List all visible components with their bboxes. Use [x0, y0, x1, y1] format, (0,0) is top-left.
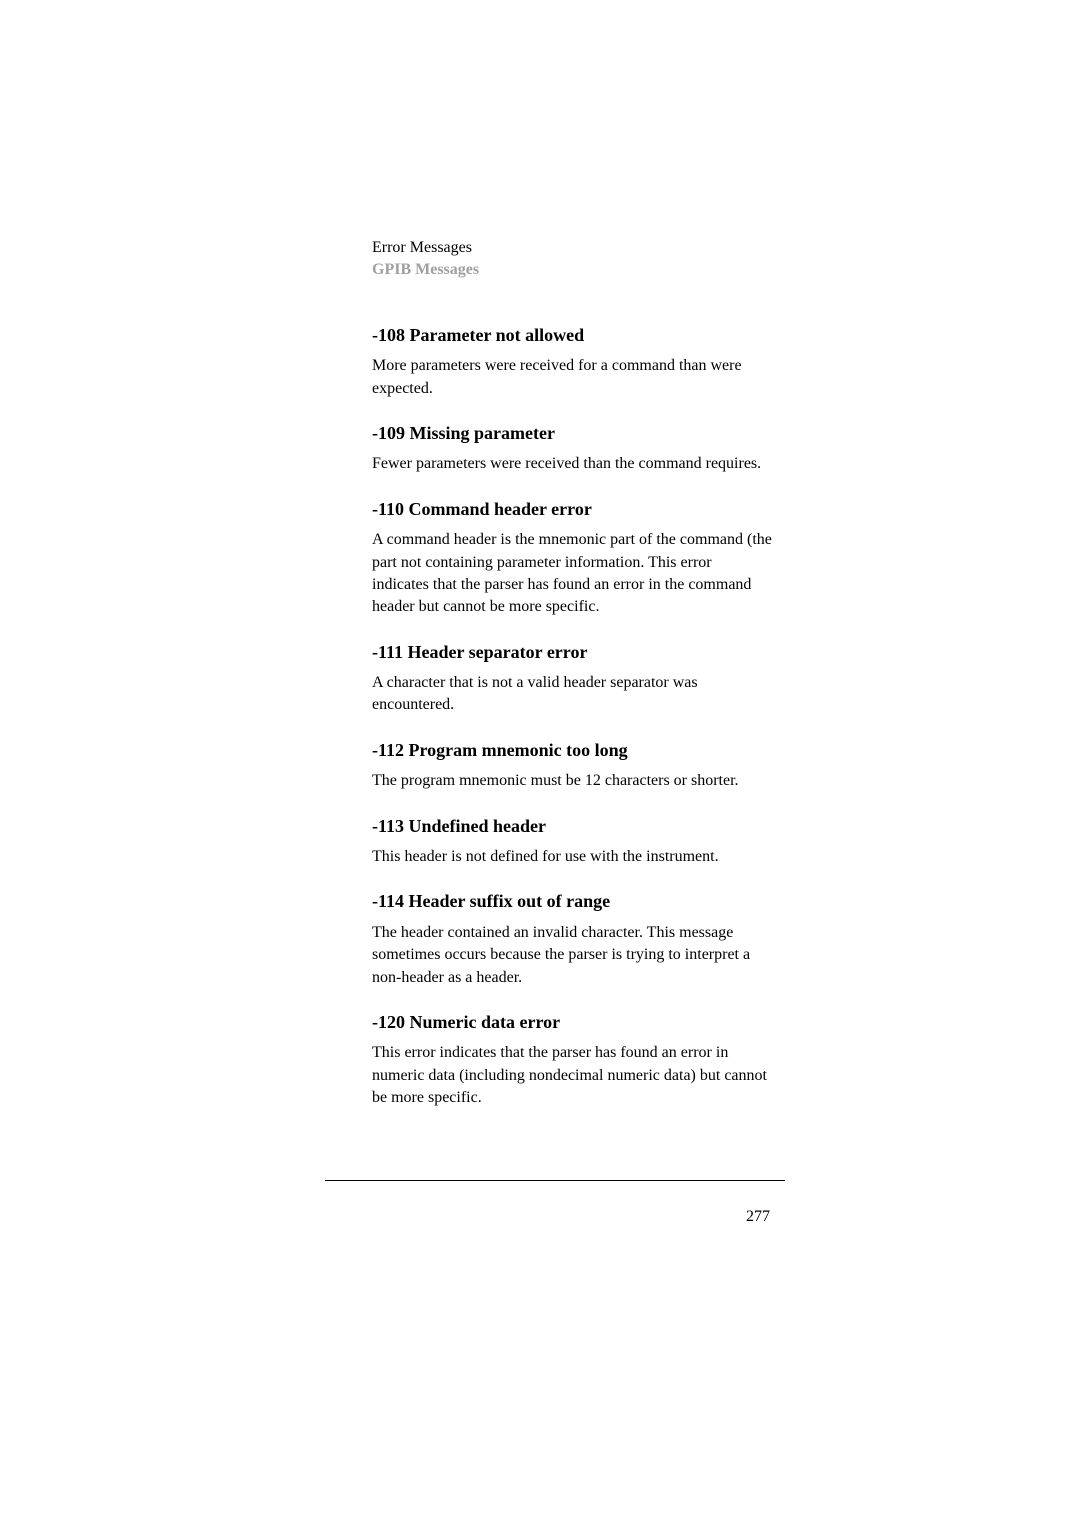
page-number: 277: [746, 1208, 770, 1226]
error-entry: -108 Parameter not allowed More paramete…: [372, 324, 772, 400]
error-entry: -114 Header suffix out of range The head…: [372, 890, 772, 989]
error-title: -113 Undefined header: [372, 815, 772, 838]
page-content: Error Messages GPIB Messages -108 Parame…: [372, 237, 772, 1132]
error-entry: -113 Undefined header This header is not…: [372, 815, 772, 869]
error-entry: -110 Command header error A command head…: [372, 498, 772, 619]
error-body: This header is not defined for use with …: [372, 846, 772, 868]
error-entry: -109 Missing parameter Fewer parameters …: [372, 422, 772, 476]
page-header: Error Messages GPIB Messages: [372, 237, 772, 282]
error-body: The header contained an invalid characte…: [372, 922, 772, 989]
error-entry: -111 Header separator error A character …: [372, 641, 772, 717]
error-body: The program mnemonic must be 12 characte…: [372, 770, 772, 792]
breadcrumb-subtitle: GPIB Messages: [372, 259, 772, 281]
error-title: -111 Header separator error: [372, 641, 772, 664]
error-title: -114 Header suffix out of range: [372, 890, 772, 913]
error-title: -109 Missing parameter: [372, 422, 772, 445]
error-title: -108 Parameter not allowed: [372, 324, 772, 347]
error-body: Fewer parameters were received than the …: [372, 453, 772, 475]
error-title: -120 Numeric data error: [372, 1011, 772, 1034]
breadcrumb-title: Error Messages: [372, 237, 772, 259]
page-divider: [325, 1180, 785, 1181]
error-title: -112 Program mnemonic too long: [372, 739, 772, 762]
error-body: More parameters were received for a comm…: [372, 355, 772, 400]
error-body: A character that is not a valid header s…: [372, 672, 772, 717]
error-title: -110 Command header error: [372, 498, 772, 521]
error-body: This error indicates that the parser has…: [372, 1042, 772, 1109]
error-body: A command header is the mnemonic part of…: [372, 529, 772, 619]
error-entry: -120 Numeric data error This error indic…: [372, 1011, 772, 1110]
error-entry: -112 Program mnemonic too long The progr…: [372, 739, 772, 793]
